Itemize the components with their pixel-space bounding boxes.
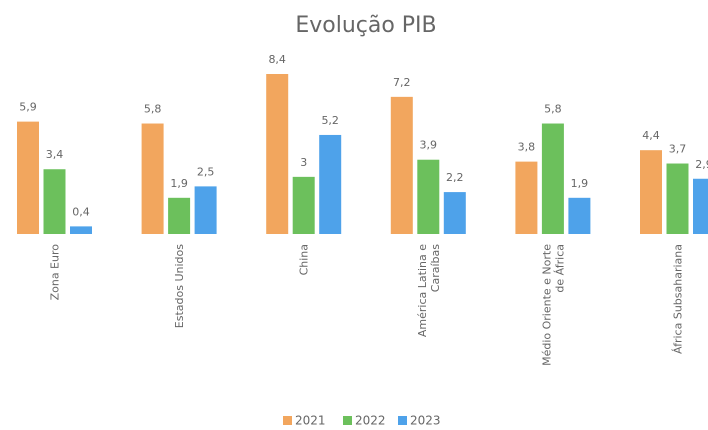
value-label: 8,4 [268,53,286,66]
category-label: África Subsahariana [672,244,685,354]
bar [194,186,217,234]
value-label: 1,9 [571,177,589,190]
bar [390,96,413,234]
category-label: China [298,244,311,275]
value-label: 0,4 [72,205,90,218]
category-label: Médio Oriente e Nortede África [540,244,566,366]
value-label: 7,2 [393,76,411,89]
value-label: 3,4 [46,148,64,161]
bar [693,178,708,234]
bar [568,197,591,234]
value-label: 5,2 [321,114,339,127]
bar [43,169,66,234]
value-label: 5,8 [544,103,562,116]
category-label: Zona Euro [49,244,62,301]
value-label: 4,4 [642,129,660,142]
chart-title: Evolução PIB [295,13,436,38]
bar [168,197,191,234]
legend-label: 2022 [355,414,386,428]
bar [515,161,538,234]
value-label: 5,9 [19,101,37,114]
value-label: 2,5 [197,165,215,178]
value-label: 2,2 [446,171,464,184]
value-label: 2,9 [695,158,708,171]
value-label: 3 [300,156,307,169]
legend-label: 2021 [295,414,326,428]
bar [666,163,689,234]
bar [70,226,92,234]
bar [266,74,289,234]
value-label: 1,9 [170,177,188,190]
bar [141,123,164,234]
bar [640,150,662,234]
legend-label: 2023 [410,414,441,428]
value-label: 5,8 [144,103,162,116]
bar [292,176,315,234]
legend-swatch [343,416,352,425]
value-label: 3,8 [518,141,536,154]
legend-swatch [398,416,407,425]
value-label: 3,7 [669,143,687,156]
legend-swatch [283,416,292,425]
bar [443,192,466,234]
category-label: Estados Unidos [173,244,186,328]
value-label: 3,9 [420,139,438,152]
bar [319,134,342,234]
bar [417,159,440,234]
bar [17,121,39,234]
category-label: América Latina eCaraíbas [416,244,442,337]
bar [541,123,564,234]
